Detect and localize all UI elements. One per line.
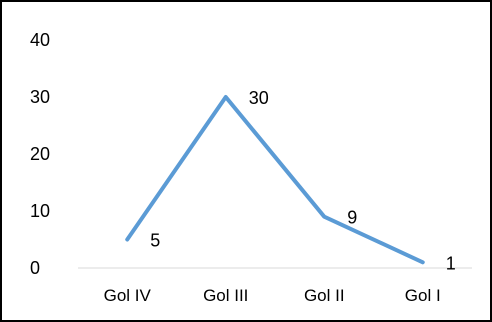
y-tick-label: 40 <box>30 30 50 50</box>
x-category-label: Gol I <box>405 286 441 305</box>
data-label: 9 <box>347 208 357 228</box>
x-category-label: Gol II <box>304 286 345 305</box>
y-tick-label: 0 <box>30 258 40 278</box>
y-tick-label: 20 <box>30 144 50 164</box>
x-category-label: Gol III <box>203 286 248 305</box>
data-label: 1 <box>446 253 456 273</box>
data-label: 5 <box>150 231 160 251</box>
y-tick-label: 30 <box>30 87 50 107</box>
x-category-label: Gol IV <box>104 286 152 305</box>
series-line <box>125 95 425 265</box>
y-tick-label: 10 <box>30 201 50 221</box>
data-label: 30 <box>249 88 269 108</box>
